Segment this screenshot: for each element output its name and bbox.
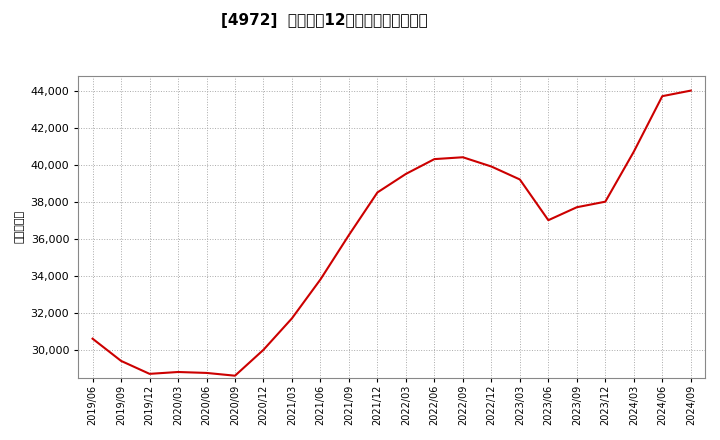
Text: [4972]  売上高の12か月移動合計の推移: [4972] 売上高の12か月移動合計の推移	[220, 13, 428, 28]
Y-axis label: （百万円）: （百万円）	[15, 210, 25, 243]
